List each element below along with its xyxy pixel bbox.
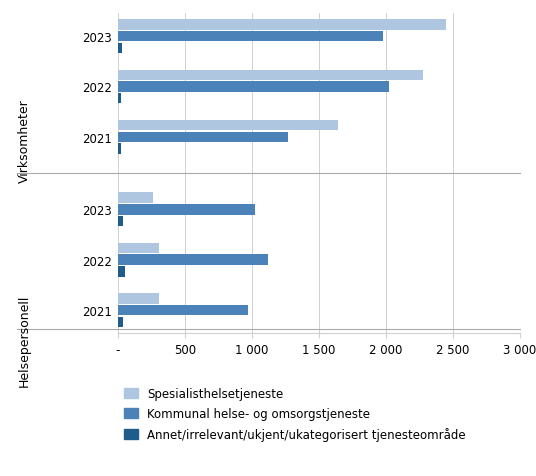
Bar [118, 267, 124, 277]
Bar [118, 217, 123, 227]
Bar [118, 43, 122, 54]
Bar [118, 317, 123, 327]
Bar [118, 255, 268, 266]
Bar [118, 120, 338, 131]
Legend: Spesialisthelsetjeneste, Kommunal helse- og omsorgstjeneste, Annet/irrelevant/uk: Spesialisthelsetjeneste, Kommunal helse-… [124, 387, 466, 441]
Bar [118, 70, 423, 81]
Bar [118, 20, 446, 30]
Bar [118, 193, 153, 204]
Text: Virksomheter: Virksomheter [18, 99, 31, 183]
Bar [118, 294, 159, 304]
Bar [118, 305, 248, 316]
Bar [118, 144, 121, 155]
Bar [118, 132, 288, 143]
Bar [118, 82, 389, 92]
Bar [118, 94, 121, 104]
Text: Helsepersonell: Helsepersonell [18, 294, 31, 386]
Bar [118, 243, 159, 254]
Bar [118, 32, 383, 42]
Bar [118, 205, 255, 215]
